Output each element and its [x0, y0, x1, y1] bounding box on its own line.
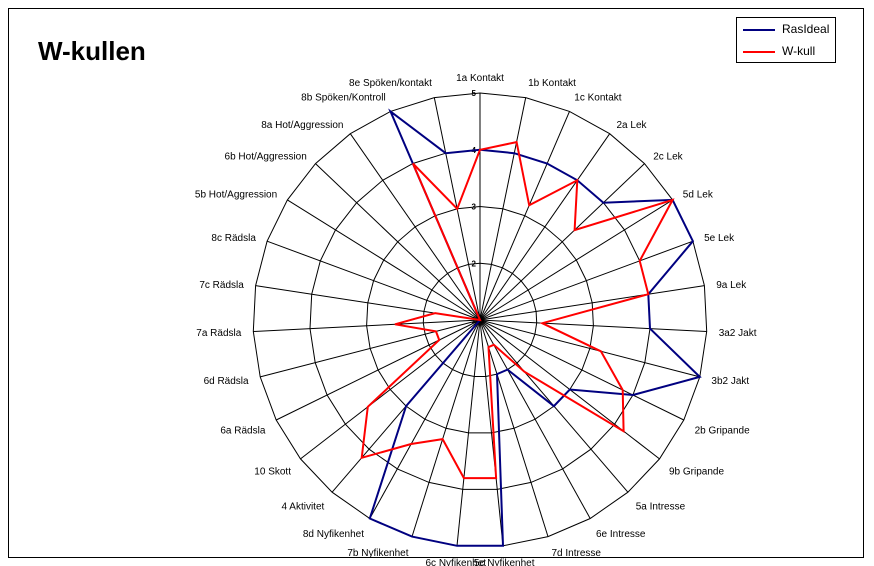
category-label: 7c Rädsla [199, 280, 244, 291]
series-line-w-kull [360, 140, 675, 480]
spoke [479, 199, 673, 321]
category-label: 3b2 Jakt [711, 376, 749, 387]
category-label: 1b Kontakt [528, 78, 576, 89]
tick-label: 3 [472, 203, 477, 212]
spoke [369, 319, 481, 519]
legend-swatch-rasideal [743, 29, 775, 31]
category-label: 5b Hot/Aggression [195, 190, 277, 201]
grid-ring [422, 262, 538, 377]
spoke [479, 319, 700, 378]
legend: RasIdeal W-kull [736, 17, 836, 63]
tick-label: 5 [472, 89, 477, 98]
spoke [479, 319, 549, 537]
category-label: 8a Hot/Aggression [261, 120, 343, 131]
spoke [479, 319, 591, 519]
spoke [300, 319, 481, 460]
category-label: 6e Intresse [596, 529, 646, 540]
legend-label-rasideal: RasIdeal [782, 22, 830, 36]
spoke [315, 163, 481, 321]
spoke [411, 319, 481, 537]
category-label: 8b Spöken/Kontroll [301, 92, 386, 103]
spoke [479, 319, 685, 421]
spoke [287, 199, 481, 321]
category-label: 6b Hot/Aggression [225, 151, 307, 162]
category-label: 1a Kontakt [456, 73, 504, 84]
spoke [479, 163, 645, 321]
category-label: 1c Kontakt [574, 92, 621, 103]
category-label: 2b Gripande [695, 425, 750, 436]
category-label: 5c Nyfikenhet [474, 558, 535, 566]
series-line-rasideal [368, 108, 702, 547]
spoke [479, 285, 705, 321]
category-label: 8c Rädsla [211, 233, 256, 244]
legend-item-w-kull: W-kull [743, 43, 835, 61]
category-label: 8e Spöken/kontakt [349, 78, 432, 89]
spoke [456, 319, 481, 546]
legend-item-rasideal: RasIdeal [743, 21, 835, 39]
category-labels: 1a Kontakt 1b Kontakt 1c Kontakt 2a Lek 2c L… [195, 73, 757, 566]
grid-ring [366, 205, 594, 434]
category-label: 9b Gripande [669, 466, 724, 477]
spoke [479, 133, 611, 321]
spoke [266, 240, 481, 321]
category-label: 4 Aktivitet [281, 501, 324, 512]
category-label: 6c Nyfikenhet [426, 558, 487, 566]
chart-title: W-kullen [38, 36, 146, 66]
spoke [260, 319, 481, 378]
legend-swatch-w-kull [743, 51, 775, 53]
legend-label-w-kull: W-kull [782, 44, 816, 58]
category-label: 2c Lek [653, 151, 683, 162]
tick-label: 1 [472, 316, 477, 325]
spoke [479, 319, 707, 332]
series-layer [360, 108, 702, 547]
spoke [479, 240, 694, 321]
chart-frame [8, 8, 864, 558]
category-label: 2a Lek [617, 120, 648, 131]
category-label: 3a2 Jakt [719, 328, 757, 339]
spoke [349, 133, 481, 321]
category-label: 6a Rädsla [220, 425, 265, 436]
spoke [275, 319, 481, 421]
tick-label: 2 [472, 259, 477, 268]
category-label: 7a Rädsla [196, 328, 241, 339]
spoke [479, 319, 504, 546]
category-label: 7b Nyfikenhet [347, 548, 408, 559]
category-label: 6d Rädsla [204, 376, 249, 387]
category-label: 5a Intresse [636, 501, 686, 512]
category-label: 7d Intresse [552, 548, 602, 559]
grid-ring [309, 149, 651, 490]
spoke [479, 97, 527, 321]
category-label: 10 Skott [254, 466, 291, 477]
spoke [253, 319, 481, 332]
spoke [479, 111, 570, 321]
category-label: 5d Lek [683, 190, 714, 201]
category-label: 9a Lek [716, 280, 747, 291]
category-label: 5e Lek [704, 233, 735, 244]
category-label: 8d Nyfikenhet [303, 529, 364, 540]
